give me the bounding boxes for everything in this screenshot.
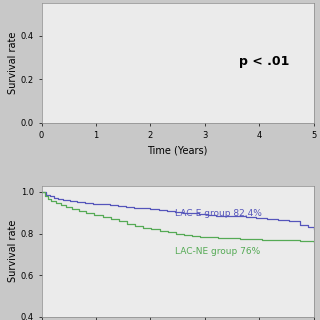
Text: LAC-E group 82.4%: LAC-E group 82.4% xyxy=(175,209,262,218)
Text: LAC-NE group 76%: LAC-NE group 76% xyxy=(175,247,260,256)
X-axis label: Time (Years): Time (Years) xyxy=(148,145,208,155)
Y-axis label: Survival rate: Survival rate xyxy=(8,32,18,94)
Y-axis label: Survival rate: Survival rate xyxy=(8,220,18,283)
Text: p < .01: p < .01 xyxy=(239,55,290,68)
